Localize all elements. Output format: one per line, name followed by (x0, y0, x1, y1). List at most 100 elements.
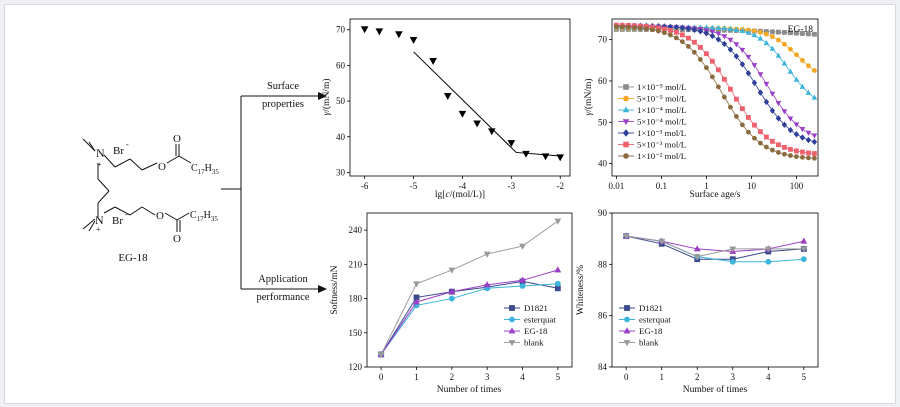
data-point (806, 63, 811, 69)
data-point (721, 40, 728, 48)
branch-label-properties: properties (262, 99, 304, 110)
data-point (758, 129, 763, 135)
arrowhead-upper (318, 92, 327, 100)
data-point (793, 131, 800, 138)
series-line (380, 280, 558, 355)
data-point (667, 32, 673, 38)
branch-label-surface: Surface (267, 81, 299, 92)
series-line (616, 24, 815, 154)
data-point (691, 39, 697, 45)
data-point (788, 146, 793, 152)
data-point (715, 36, 722, 43)
y-tick-label: 90 (598, 208, 608, 218)
chart-surface-tension: -6 -5 -4 -3 -2 30 40 50 60 70 lg[c/(mol/L)] γ/(mN… (321, 18, 571, 200)
data-point (721, 25, 728, 31)
data-point (429, 58, 437, 65)
data-point (458, 110, 467, 118)
charge-plus-upper: + (97, 160, 102, 169)
series-line (626, 235, 804, 258)
data-point (812, 151, 817, 156)
data-point (764, 31, 769, 37)
legend-marker (623, 327, 631, 334)
data-point (800, 58, 805, 63)
x-tick-label: 1 (659, 372, 664, 382)
bond (97, 190, 110, 204)
data-point (776, 150, 781, 155)
data-point (715, 24, 722, 31)
anion-minus-upper: - (126, 140, 129, 149)
data-point (794, 52, 799, 58)
data-point (448, 287, 456, 295)
legend-marker (509, 305, 515, 311)
x-tick-label: -3 (508, 181, 516, 191)
series-line (380, 220, 559, 355)
data-point (697, 57, 703, 62)
data-point (655, 28, 661, 34)
data-point (782, 144, 787, 150)
data-point (693, 245, 701, 252)
data-point (788, 153, 793, 158)
data-point (776, 142, 781, 148)
data-point (764, 144, 769, 150)
data-point (487, 128, 496, 136)
data-point (667, 28, 673, 33)
x-tick-label: -4 (459, 181, 467, 191)
data-point (721, 34, 728, 40)
chart-dynamic-surface-tension: 0.01 0.1 1 10 100 40 50 60 70 1×10⁻⁵ mol/L 5×10⁻⁵… (583, 18, 819, 200)
data-point (799, 134, 806, 141)
data-point (758, 140, 763, 146)
data-point (794, 30, 799, 36)
y-tick-label: 84 (598, 362, 608, 372)
bond (164, 212, 178, 221)
data-point (622, 233, 630, 240)
data-point (776, 37, 781, 43)
data-point (409, 36, 418, 44)
data-point (800, 154, 805, 160)
data-point (483, 281, 491, 288)
y-tick-label: 88 (598, 259, 608, 269)
data-point (740, 106, 745, 112)
y-tick-label: 150 (349, 328, 363, 338)
data-point (781, 109, 788, 115)
legend-marker (623, 141, 629, 148)
data-point (769, 91, 776, 97)
data-point (739, 61, 746, 68)
bromide-lower: Br (112, 215, 123, 227)
data-point (619, 24, 625, 30)
ester-oxygen-lower: O (156, 210, 164, 222)
y-tick-label: 210 (349, 259, 363, 269)
data-point (745, 54, 752, 61)
data-point (554, 280, 561, 287)
legend-label: esterquat (524, 315, 556, 325)
series-line (380, 269, 559, 355)
data-point (758, 29, 763, 35)
x-axis-label: Surface age/s (690, 189, 741, 200)
carbonyl-oxygen-upper: O (173, 133, 181, 145)
data-point (763, 98, 770, 106)
data-point (722, 94, 727, 100)
y-axis-label: Softness/mN (329, 265, 340, 314)
legend-label: 5×10⁻⁴ mol/L (637, 117, 687, 127)
legend-marker (623, 340, 631, 347)
data-point (740, 122, 745, 128)
data-point (800, 237, 808, 244)
data-point (554, 218, 562, 225)
legend-label: 1×10⁻⁵ mol/L (637, 82, 687, 92)
x-tick-label: -5 (410, 181, 418, 191)
y-tick-label: 40 (336, 132, 346, 142)
data-point (685, 25, 692, 32)
data-point (716, 67, 721, 73)
data-point (733, 26, 740, 32)
series-line (616, 25, 815, 143)
bond (176, 212, 190, 221)
data-point (649, 27, 655, 33)
branch-label-performance: performance (256, 292, 309, 303)
plot-frame (611, 18, 819, 177)
y-tick-label: 120 (349, 362, 363, 372)
data-point (443, 93, 452, 100)
data-point (794, 148, 799, 154)
data-marks (360, 26, 565, 162)
y-tick-label: 240 (349, 225, 363, 235)
data-point (752, 122, 757, 128)
legend-marker (623, 84, 629, 90)
